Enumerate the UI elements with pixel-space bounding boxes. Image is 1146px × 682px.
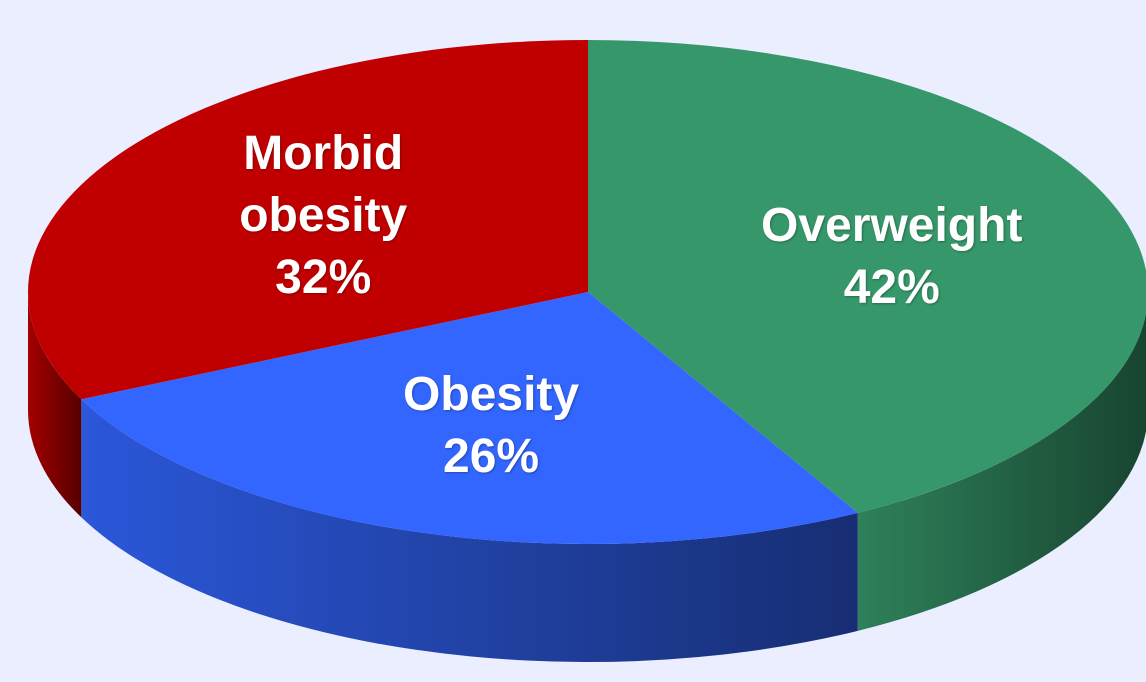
slice-category: Overweight	[761, 198, 1023, 252]
pie-slice	[27, 40, 588, 400]
slice-value-label: 42%	[843, 260, 940, 314]
pie-slice	[588, 40, 1146, 513]
slice-category: Morbid obesity	[239, 127, 408, 243]
slice-label: Obesity 26%	[331, 364, 651, 488]
slice-category: Obesity	[403, 368, 580, 422]
pie-side	[857, 312, 1146, 631]
pie-side	[81, 399, 858, 662]
pie-slice	[81, 292, 858, 544]
slice-value-label: 32%	[275, 251, 372, 305]
slice-value-label: 26%	[443, 430, 540, 484]
pie-side	[28, 292, 82, 518]
slice-label: Morbid obesity 32%	[163, 123, 483, 309]
slice-label: Overweight 42%	[732, 195, 1052, 319]
